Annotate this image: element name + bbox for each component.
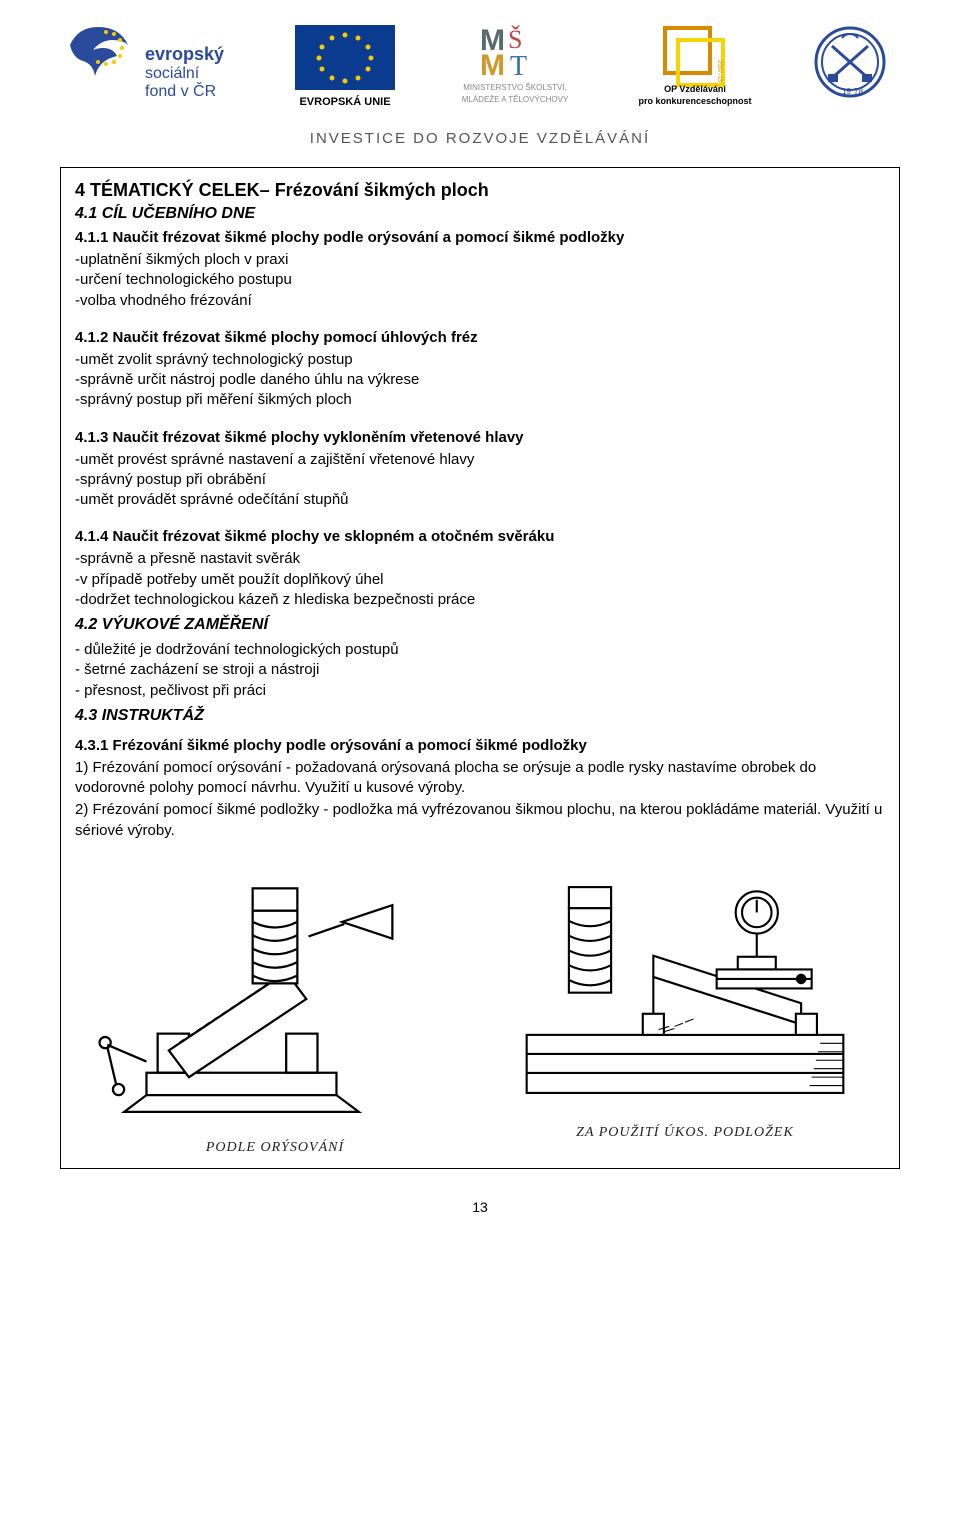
section-4-1-2: 4.1.2 Naučit frézovat šikmé plochy pomoc… — [75, 329, 885, 411]
sub-heading: 4.3.1 Frézování šikmé plochy podle orýso… — [75, 737, 885, 754]
section-4-1-1: 4.1.1 Naučit frézovat šikmé plochy podle… — [75, 229, 885, 311]
section-4-1-4: 4.1.4 Naučit frézovat šikmé plochy ve sk… — [75, 528, 885, 610]
page-number: 13 — [60, 1199, 900, 1215]
illustration-right: ZA POUŽITÍ ÚKOS. PODLOŽEK — [495, 866, 875, 1156]
bullet-item: - přesnost, pečlivost při práci — [75, 681, 885, 701]
bullet-item: - šetrné zacházení se stroji a nástroji — [75, 660, 885, 680]
bullet-item: -uplatnění šikmých ploch v praxi — [75, 250, 885, 270]
esf-text-1: evropský — [145, 44, 224, 64]
msmt-logo: M Š M T MINISTERSTVO ŠKOLSTVÍ, MLÁDEŽE A… — [440, 20, 590, 110]
section-4-1-3: 4.1.3 Naučit frézovat šikmé plochy vyklo… — [75, 429, 885, 511]
sub-heading: 4.1.2 Naučit frézovat šikmé plochy pomoc… — [75, 329, 885, 346]
bullet-list: -umět zvolit správný technologický postu… — [75, 350, 885, 411]
bullet-item: -správně a přesně nastavit svěrák — [75, 549, 885, 569]
bullet-item: -určení technologického postupu — [75, 270, 885, 290]
section-4-3-heading: 4.3 INSTRUKTÁŽ — [75, 707, 885, 725]
eu-logo: EVROPSKÁ UNIE — [280, 20, 410, 110]
svg-text:Š: Š — [508, 25, 522, 54]
op-text-1: OP Vzdělávání — [664, 84, 726, 94]
bullet-list: -umět provést správné nastavení a zajišt… — [75, 450, 885, 511]
esf-text-3: fond v ČR — [145, 81, 216, 100]
bullet-item: -volba vhodného frézování — [75, 291, 885, 311]
svg-text:T: T — [510, 51, 527, 82]
msmt-text-2: MLÁDEŽE A TĚLOVÝCHOVY — [462, 95, 569, 104]
sub-heading: 4.1.3 Naučit frézovat šikmé plochy vyklo… — [75, 429, 885, 446]
svg-text:M: M — [480, 49, 505, 82]
paragraph: 2) Frézování pomocí šikmé podložky - pod… — [75, 800, 885, 841]
op-logo: 2007-13 OP Vzdělávání pro konkurencescho… — [620, 20, 770, 110]
section-4-2-heading: 4.2 VÝUKOVÉ ZAMĚŘENÍ — [75, 616, 885, 634]
svg-text:2007-13: 2007-13 — [716, 60, 722, 83]
bullet-item: -správný postup při obrábění — [75, 470, 885, 490]
paragraph: 1) Frézování pomocí orýsování - požadova… — [75, 758, 885, 799]
bullet-item: -umět provést správné nastavení a zajišt… — [75, 450, 885, 470]
bullet-item: -umět provádět správné odečítání stupňů — [75, 490, 885, 510]
bullet-item: -dodržet technologickou kázeň z hlediska… — [75, 590, 885, 610]
esf-text-2: sociální — [145, 65, 200, 82]
illustration-left: PODLE ORÝSOVÁNÍ — [85, 866, 465, 1156]
esf-logo: evropský sociální fond v ČR — [60, 20, 250, 110]
svg-text:78: 78 — [854, 87, 863, 96]
bullet-item: -správně určit nástroj podle daného úhlu… — [75, 370, 885, 390]
page: evropský sociální fond v ČR EVROPSKÁ UNI… — [0, 0, 960, 1245]
svg-text:19: 19 — [842, 87, 851, 96]
school-logo: 19 78 — [800, 20, 900, 110]
eu-text: EVROPSKÁ UNIE — [299, 95, 390, 108]
section-4-1-heading: 4.1 CÍL UČEBNÍHO DNE — [75, 205, 885, 223]
header-logos: evropský sociální fond v ČR EVROPSKÁ UNI… — [60, 20, 900, 120]
content-box: 4 TÉMATICKÝ CELEK– Frézování šikmých plo… — [60, 167, 900, 1169]
sub-heading: 4.1.1 Naučit frézovat šikmé plochy podle… — [75, 229, 885, 246]
bullet-item: -v případě potřeby umět použít doplňkový… — [75, 570, 885, 590]
caption-left: PODLE ORÝSOVÁNÍ — [206, 1140, 344, 1156]
bullet-item: - důležité je dodržování technologických… — [75, 640, 885, 660]
msmt-text-1: MINISTERSTVO ŠKOLSTVÍ, — [463, 83, 567, 92]
bullet-list: -uplatnění šikmých ploch v praxi -určení… — [75, 250, 885, 311]
bullet-item: -správný postup při měření šikmých ploch — [75, 390, 885, 410]
bullet-list: - důležité je dodržování technologických… — [75, 640, 885, 701]
main-heading: 4 TÉMATICKÝ CELEK– Frézování šikmých plo… — [75, 180, 885, 201]
caption-right: ZA POUŽITÍ ÚKOS. PODLOŽEK — [576, 1125, 794, 1141]
bullet-list: -správně a přesně nastavit svěrák -v pří… — [75, 549, 885, 610]
illustrations-row: PODLE ORÝSOVÁNÍ — [75, 866, 885, 1156]
bullet-item: -umět zvolit správný technologický postu… — [75, 350, 885, 370]
op-text-2: pro konkurenceschopnost — [638, 96, 751, 106]
sub-heading: 4.1.4 Naučit frézovat šikmé plochy ve sk… — [75, 528, 885, 545]
tagline: INVESTICE DO ROZVOJE VZDĚLÁVÁNÍ — [60, 130, 900, 147]
